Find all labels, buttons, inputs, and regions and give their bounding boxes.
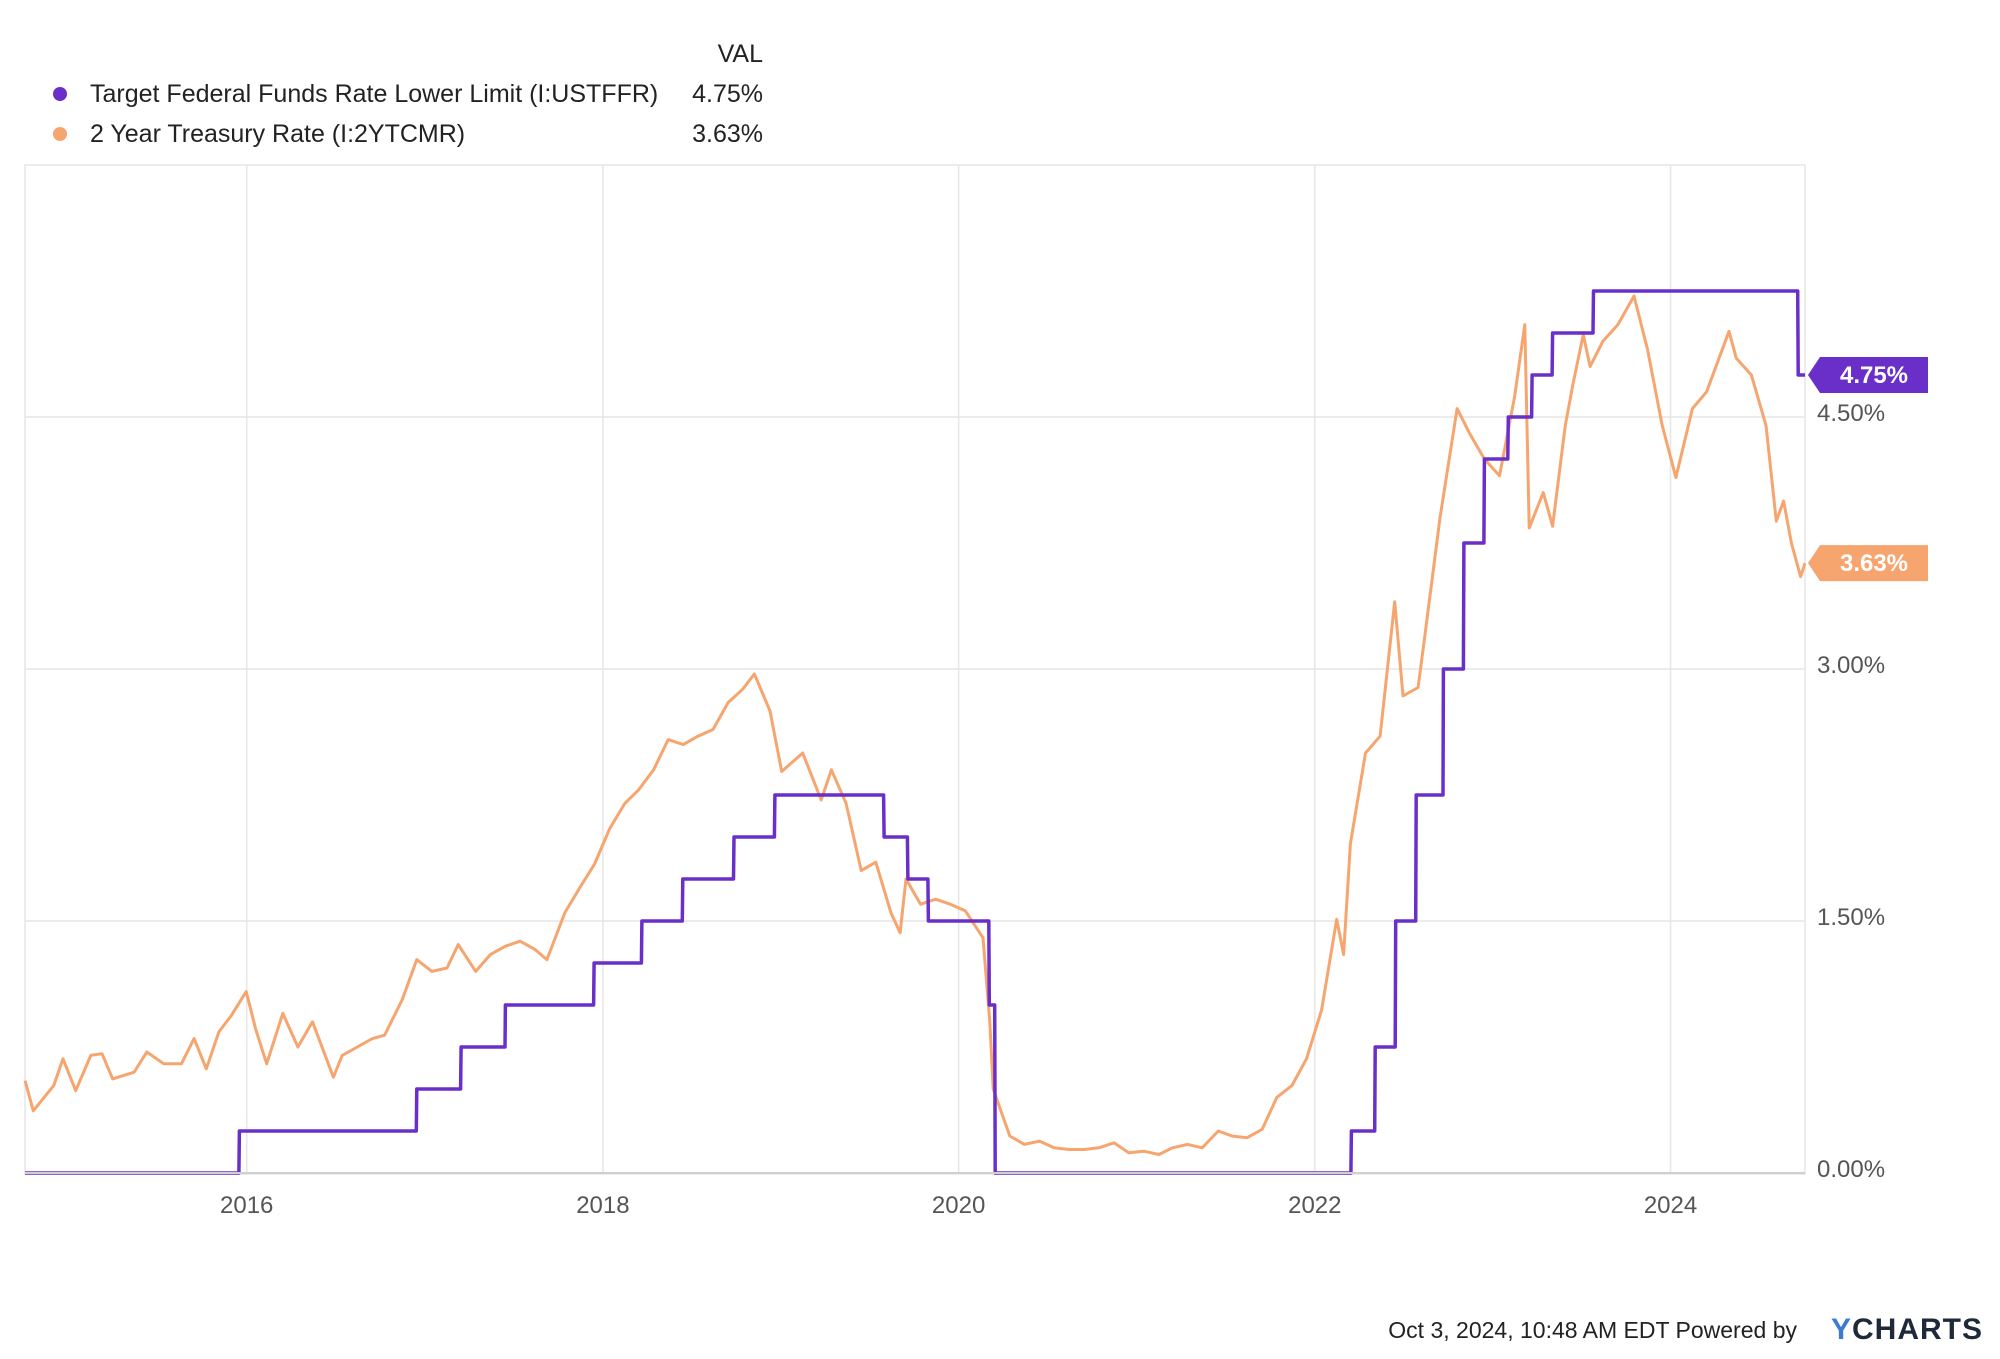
last-value-badges: 4.75% 3.63%	[1808, 357, 1928, 582]
legend-marker-fed-funds	[53, 87, 67, 101]
y-tick-label: 0.00%	[1817, 1156, 1885, 1183]
grid-lines	[25, 165, 1805, 1173]
x-tick-label: 2020	[932, 1192, 985, 1219]
y-axis-ticks: 0.00% 1.50% 3.00% 4.50%	[1817, 400, 1885, 1183]
footer: Oct 3, 2024, 10:48 AM EDT Powered by YCH…	[1388, 1313, 1983, 1346]
series-line-2y-treasury	[23, 294, 1807, 1156]
ycharts-logo-y: Y	[1831, 1313, 1852, 1346]
badge-shape	[1808, 357, 1928, 393]
ycharts-logo-text: CHARTS	[1852, 1313, 1983, 1346]
legend-marker-2y-treasury	[53, 127, 67, 141]
y-tick-label: 1.50%	[1817, 904, 1885, 931]
legend-value-header: VAL	[718, 40, 763, 68]
y-tick-label: 4.50%	[1817, 400, 1885, 427]
series-lines	[23, 289, 1807, 1175]
y-tick-label: 3.00%	[1817, 652, 1885, 679]
badge-label: 4.75%	[1840, 362, 1908, 389]
legend-value-2y-treasury: 3.63%	[692, 120, 763, 148]
legend-label-fed-funds: Target Federal Funds Rate Lower Limit (I…	[90, 80, 658, 108]
last-value-badge-2y-treasury: 3.63%	[1808, 545, 1928, 582]
legend-value-fed-funds: 4.75%	[692, 80, 763, 108]
badge-shape	[1808, 545, 1928, 582]
x-tick-label: 2024	[1644, 1192, 1697, 1219]
series-line-fed-funds	[25, 289, 1805, 1175]
x-tick-label: 2018	[576, 1192, 629, 1219]
ycharts-logo[interactable]: YCHARTS	[1831, 1313, 1983, 1346]
footer-timestamp: Oct 3, 2024, 10:48 AM EDT Powered by	[1388, 1317, 1797, 1343]
x-axis-ticks: 2016 2018 2020 2022 2024	[220, 1192, 1697, 1219]
badge-label: 3.63%	[1840, 550, 1908, 577]
legend-label-2y-treasury: 2 Year Treasury Rate (I:2YTCMR)	[90, 120, 465, 148]
x-tick-label: 2022	[1288, 1192, 1341, 1219]
plot-area	[23, 164, 1807, 1175]
legend: VAL Target Federal Funds Rate Lower Limi…	[53, 40, 763, 148]
last-value-badge-fed-funds: 4.75%	[1808, 357, 1928, 393]
x-tick-label: 2016	[220, 1192, 273, 1219]
